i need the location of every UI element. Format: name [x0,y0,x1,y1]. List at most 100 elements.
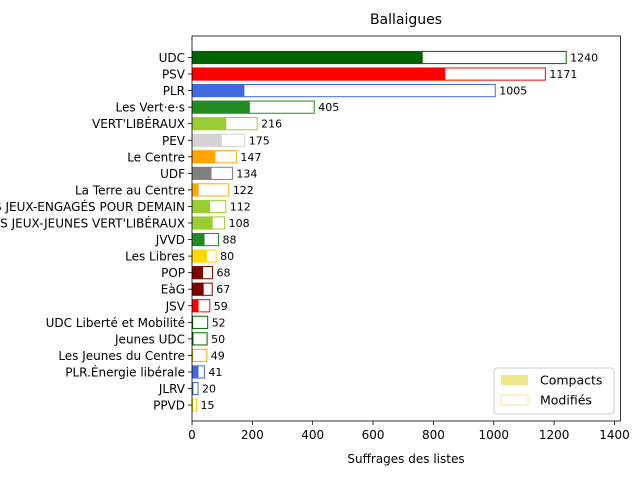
bar-total-label: 122 [233,184,254,197]
legend-swatch [501,375,528,385]
y-tick-label: PSV [162,68,186,82]
legend-swatch [500,394,529,406]
y-tick-label: PPVD [153,399,185,413]
data-labels: 1240 1171 1005 405 216 175 147 134 122 112 108 88 80… [201,52,599,413]
plot-frame [191,35,621,422]
bar-modifies [202,282,213,296]
bar-compacts [192,282,204,296]
bar-compacts [192,100,250,114]
y-tick-label: Jeunes UDC [114,332,185,346]
bar-compacts [192,199,210,214]
legend: Compacts Modifiés [493,367,615,415]
x-tick-label: 0 [188,428,196,442]
bar-total-label: 52 [212,316,226,329]
bar-modifies [225,117,258,131]
bar-modifies [248,100,315,114]
y-tick-label: JLRV [158,382,186,396]
bars [192,50,567,412]
y-tick-label: VERT'LIBÉRAUX [92,116,185,131]
bar-compacts [192,84,244,98]
legend-label: Modifiés [540,393,592,408]
y-tick-label: LES JEUX-ENGAGÉS POUR DEMAIN [0,199,185,214]
bar-modifies [197,299,211,313]
x-tick-label: 1400 [599,428,630,442]
bar-total-label: 216 [261,118,282,131]
y-tick-label: PLR.Énergie libérale [65,364,185,379]
y-tick-label: JSV [165,299,186,313]
y-tick-label: Les Jeunes du Centre [58,349,185,363]
bar-modifies [211,216,226,230]
bar-compacts [192,249,207,263]
bar-compacts [192,183,199,197]
x-tick-label: 1000 [478,428,509,442]
bar-compacts [192,232,205,247]
bar-modifies [243,84,496,98]
x-axis-title: Suffrages des listes [347,452,464,466]
y-tick-label: Les Vert·e·s [116,101,186,115]
bar-modifies [197,183,230,197]
x-tick-label: 1200 [539,428,570,442]
bar-total-label: 68 [217,267,231,280]
y-tick-label: PLR [163,84,185,98]
bar-modifies [192,381,199,396]
chart-title: Ballaigues [370,12,442,28]
x-axis: 0 200 400 600 800 1000 1200 1400 [188,421,630,442]
bar-total-label: 41 [208,366,222,379]
bar-compacts [192,50,423,65]
y-tick-label: POP [161,266,185,280]
bar-total-label: 108 [229,217,250,230]
bar-modifies [197,365,205,379]
bar-modifies [220,133,246,147]
y-tick-label: PEV [162,134,186,148]
bar-modifies [192,348,208,362]
bar-total-label: 67 [216,283,230,296]
bar-compacts [192,117,226,131]
bar-total-label: 1171 [549,68,577,81]
y-tick-label: Le Centre [127,150,185,164]
bar-total-label: 49 [211,349,225,362]
bar-modifies [202,266,214,280]
y-tick-label: LES JEUX-JEUNES VERT'LIBÉRAUX [0,216,185,231]
bar-total-label: 147 [240,151,261,164]
y-tick-label: EàG [161,283,185,297]
y-tick-label: UDC [159,51,185,65]
bar-compacts [192,166,212,180]
bar-modifies [205,249,217,263]
y-tick-label: Les Libres [125,250,185,264]
bar-total-label: 175 [249,134,270,147]
bar-total-label: 405 [318,101,339,114]
bar-total-label: 134 [236,167,257,180]
bar-total-label: 80 [220,250,234,263]
bar-total-label: 59 [214,300,228,313]
x-tick-label: 800 [422,428,445,442]
bar-modifies [192,315,209,329]
bar-compacts [192,299,199,313]
y-tick-label: UDC Liberté et Mobilité [46,316,185,330]
bar-total-label: 20 [202,383,216,396]
bar-modifies [421,50,567,65]
bar-modifies [214,150,237,164]
y-tick-label: UDF [160,167,185,181]
y-tick-label: JVVD [155,233,185,247]
bar-compacts [192,216,213,230]
bar-compacts [192,150,215,164]
bar-total-label: 112 [230,200,251,213]
legend-label: Compacts [540,373,602,388]
y-tick-label: La Terre au Centre [75,183,185,197]
bar-modifies [209,199,227,214]
bar-total-label: 1240 [570,52,598,65]
bar-modifies [210,166,233,180]
bar-modifies [192,398,198,412]
bar-modifies [444,67,546,81]
bar-modifies [192,332,208,346]
bar-total-label: 88 [223,234,237,247]
x-tick-label: 600 [362,428,385,442]
bar-compacts [192,67,445,81]
bar-modifies [203,232,220,247]
bar-total-label: 1005 [499,85,527,98]
bar-compacts [192,133,222,147]
x-tick-label: 200 [241,428,264,442]
bar-total-label: 15 [201,399,215,412]
bar-compacts [192,365,199,379]
